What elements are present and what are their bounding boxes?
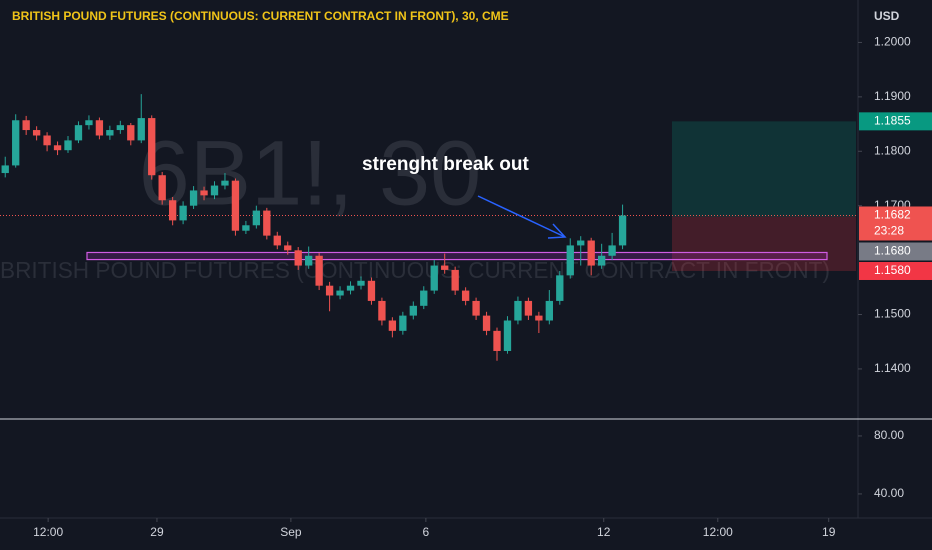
watermark-subtitle: BRITISH POUND FUTURES (CONTINUOUS: CURRE… (0, 257, 830, 283)
candle-body (556, 275, 564, 301)
y-tick-label: 1.1400 (874, 361, 911, 375)
annotation-arrow (477, 195, 567, 239)
x-tick-label: 19 (822, 525, 836, 539)
watermark: 6B1!, 30 (139, 122, 482, 224)
x-tick-label: Sep (280, 525, 302, 539)
candle-body (210, 185, 219, 196)
candle-body (32, 130, 41, 136)
candle-body (1, 165, 9, 174)
candle-body (461, 290, 470, 301)
candle-body (158, 175, 166, 201)
candle-body (597, 255, 606, 266)
candle-body (441, 265, 449, 270)
candle-body (22, 120, 30, 131)
candle-body (545, 300, 553, 321)
candle-body (577, 240, 585, 246)
candle-body (273, 235, 281, 246)
candle-body (168, 200, 177, 221)
candle-body (357, 280, 365, 286)
last-price-label: 1.1682 (874, 208, 911, 222)
stop-tag (859, 261, 932, 280)
arrow-shaft (477, 195, 566, 238)
position-profit (672, 121, 856, 217)
candle-body (493, 330, 501, 351)
candle-body (618, 215, 627, 246)
candle-body (12, 120, 20, 166)
candle-body (514, 300, 522, 321)
candle-body (482, 315, 491, 331)
candle-body (294, 250, 302, 266)
candle-body (148, 118, 156, 176)
drawings (0, 121, 858, 271)
candle-body (85, 120, 93, 126)
candle-body (106, 130, 114, 136)
candle-body (451, 269, 459, 291)
candle-body (64, 140, 72, 151)
candle-body (74, 125, 83, 141)
candle-body (305, 255, 313, 266)
candle-body (608, 245, 616, 256)
candle-body (420, 290, 428, 306)
candle-body (315, 255, 323, 286)
candle-body (367, 280, 376, 301)
candle-body (200, 190, 208, 196)
y-tick-label: 1.1500 (874, 307, 911, 321)
stop-label: 1.1580 (874, 263, 911, 277)
candle-body (472, 300, 480, 316)
candle-body (566, 245, 574, 276)
take-profit-tag (859, 112, 932, 131)
countdown: 23:28 (874, 224, 904, 238)
level-zone (86, 251, 828, 261)
y-tick-label: 40.00 (874, 486, 904, 500)
candle-body (252, 210, 261, 226)
arrow-head (547, 223, 567, 239)
candle-body (137, 118, 145, 141)
candle-body (43, 135, 51, 146)
candle-body (503, 320, 512, 351)
take-profit-label: 1.1855 (874, 114, 911, 128)
candle-body (231, 180, 240, 231)
candle-body (336, 290, 344, 296)
candle-body (116, 125, 124, 131)
chart-title: BRITISH POUND FUTURES (CONTINUOUS: CURRE… (12, 9, 509, 23)
candle-body (346, 285, 355, 291)
candle-body (524, 300, 533, 316)
position-loss (672, 216, 856, 271)
x-tick-label: 29 (150, 525, 164, 539)
candle-body (179, 205, 187, 221)
candle-body (325, 285, 334, 296)
candle-body (263, 210, 271, 236)
x-tick-label: 12 (597, 525, 611, 539)
candle-body (127, 125, 135, 141)
y-tick-label: 1.1800 (874, 143, 911, 157)
candle-body (388, 320, 397, 331)
x-tick-label: 6 (423, 525, 430, 539)
annotation: strenght break out (362, 154, 529, 175)
y-tick-label: 1.2000 (874, 35, 911, 49)
x-tick-label: 12:00 (703, 525, 733, 539)
y-tick-label: 80.00 (874, 428, 904, 442)
candle-body (242, 225, 250, 231)
candle-body (587, 240, 595, 266)
candles (1, 94, 627, 361)
y-tick-label: 1.1900 (874, 89, 911, 103)
candle-body (221, 180, 229, 186)
candle-body (409, 305, 417, 316)
candle-body (95, 120, 104, 136)
last-price-tag (859, 206, 932, 241)
currency: USD (874, 9, 900, 23)
entry-label: 1.1680 (874, 244, 911, 258)
x-tick-label: 12:00 (33, 525, 63, 539)
candle-body (430, 265, 438, 291)
candle-body (284, 245, 292, 251)
candle-body (399, 315, 407, 331)
entry-tag (859, 242, 932, 261)
candle-body (189, 190, 198, 206)
candle-body (378, 300, 386, 321)
candle-body (535, 315, 543, 321)
candle-body (53, 145, 62, 151)
